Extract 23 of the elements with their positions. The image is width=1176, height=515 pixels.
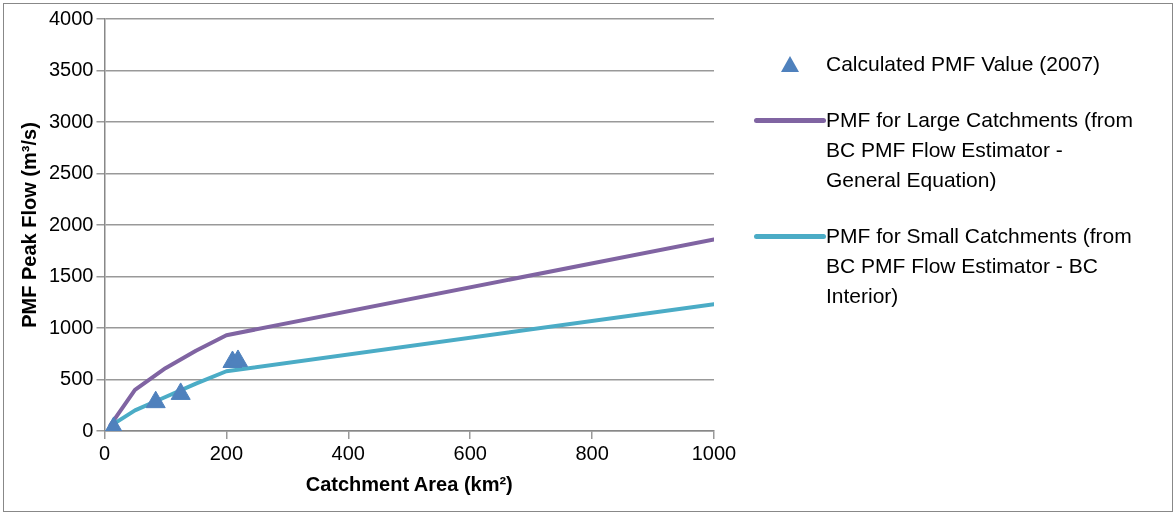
y-tick-label: 2500 bbox=[48, 161, 94, 184]
legend-label: PMF for Small Catchments (from BC PMF Flow Estimator - BC Interior) bbox=[826, 223, 1133, 309]
y-tick-label: 0 bbox=[82, 418, 94, 441]
y-tick-label: 3000 bbox=[48, 109, 94, 132]
y-tick-label: 1500 bbox=[48, 264, 94, 287]
x-axis-title: Catchment Area (km²) bbox=[305, 472, 513, 495]
point bbox=[145, 390, 166, 409]
legend-label: Calculated PMF Value (2007) bbox=[826, 51, 1100, 77]
y-tick-label: 4000 bbox=[48, 6, 94, 29]
x-tick-label: 400 bbox=[331, 441, 365, 464]
y-axis-title: PMF Peak Flow (m³/s) bbox=[17, 122, 40, 328]
point bbox=[170, 382, 191, 400]
y-tick-label: 2000 bbox=[48, 212, 94, 235]
y-tick-label: 500 bbox=[60, 367, 94, 390]
y-tick-label: 3500 bbox=[48, 58, 94, 81]
x-tick-label: 600 bbox=[453, 441, 487, 464]
x-tick-label: 200 bbox=[209, 441, 244, 464]
legend-label: PMF for Large Catchments (from BC PMF Flow Estimator - General Equation) bbox=[826, 107, 1134, 193]
x-tick-label: 1000 bbox=[691, 441, 737, 464]
x-tick-label: 800 bbox=[575, 441, 609, 464]
point bbox=[104, 416, 124, 431]
x-tick-label: 0 bbox=[98, 441, 111, 464]
y-tick-label: 1000 bbox=[48, 315, 94, 338]
